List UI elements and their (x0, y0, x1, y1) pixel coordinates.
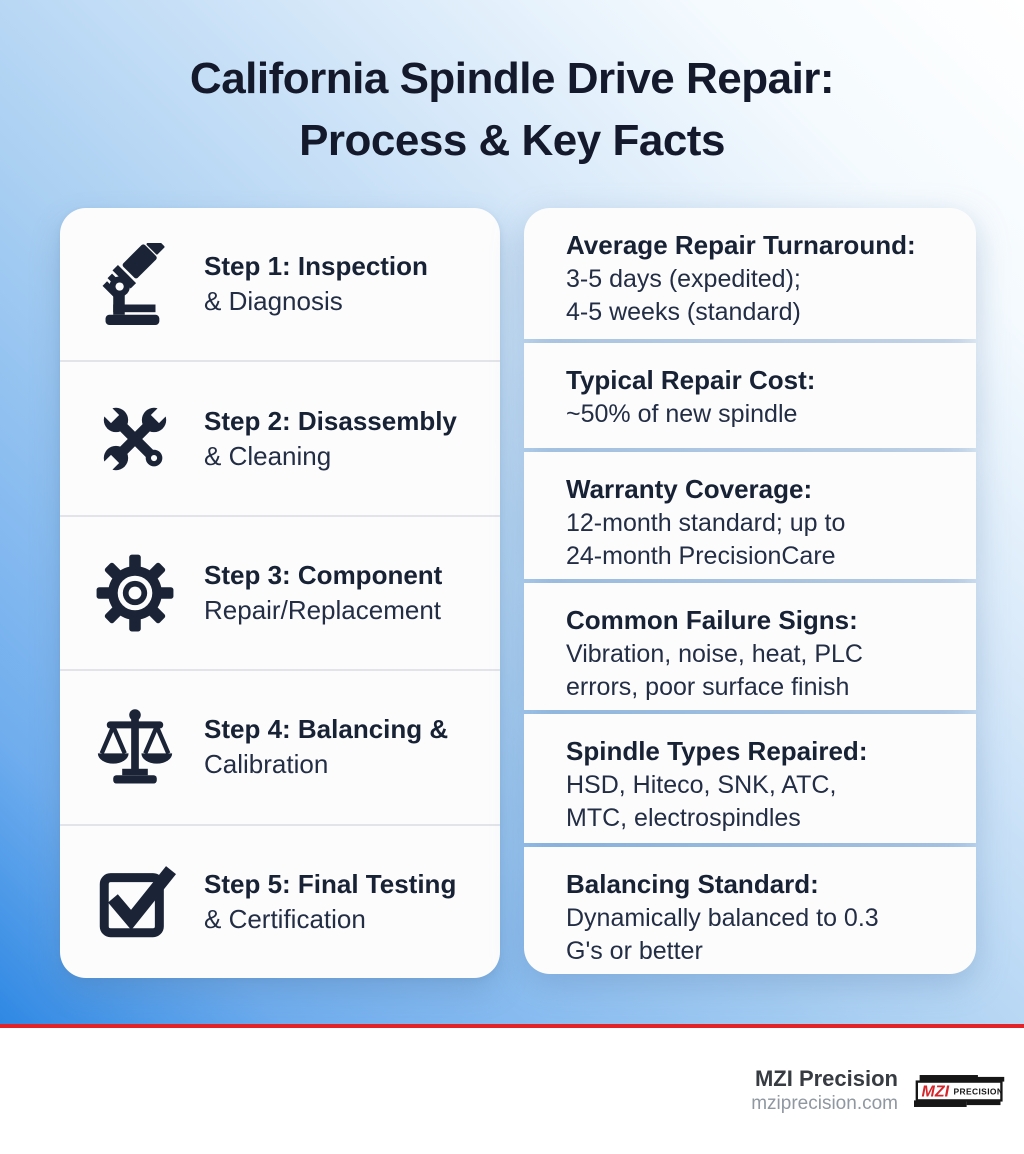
fact-line: G's or better (566, 937, 703, 965)
process-steps-card: Step 1: Inspection & Diagnosis (60, 208, 500, 978)
wrenches-icon (94, 398, 176, 480)
step-row-1: Step 1: Inspection & Diagnosis (60, 208, 500, 360)
mzi-precision-logo: MZI PRECISION (914, 1072, 1008, 1110)
accent-divider-line (0, 1024, 1024, 1028)
page-title: California Spindle Drive Repair: Process … (0, 48, 1024, 172)
gear-icon (94, 552, 176, 634)
step-text-4: Step 4: Balancing & Calibration (204, 712, 448, 782)
fact-line: Vibration, noise, heat, PLC (566, 640, 863, 668)
fact-line: ~50% of new spindle (566, 400, 798, 428)
step-text-2: Step 2: Disassembly & Cleaning (204, 404, 457, 474)
step-title: Step 5: Final Testing (204, 868, 457, 899)
background-gradient: California Spindle Drive Repair: Process … (0, 0, 1024, 1024)
microscope-icon (94, 243, 176, 326)
step-row-5: Step 5: Final Testing & Certification (60, 823, 500, 978)
step-subtitle: Repair/Replacement (204, 595, 442, 626)
fact-card-turnaround: Average Repair Turnaround: 3-5 days (exp… (524, 208, 976, 339)
key-facts-column: Average Repair Turnaround: 3-5 days (exp… (524, 208, 976, 974)
step-title: Step 2: Disassembly (204, 405, 457, 436)
fact-line: Dynamically balanced to 0.3 (566, 904, 879, 932)
fact-card-balancing-standard: Balancing Standard: Dynamically balanced… (524, 847, 976, 974)
step-text-3: Step 3: Component Repair/Replacement (204, 558, 442, 628)
fact-heading: Warranty Coverage: (566, 474, 813, 504)
balance-scale-icon (94, 706, 176, 788)
fact-line: HSD, Hiteco, SNK, ATC, (566, 771, 837, 799)
fact-line: MTC, electrospindles (566, 804, 801, 832)
fact-heading: Balancing Standard: (566, 869, 819, 899)
footer-text-block: MZI Precision mziprecision.com (751, 1066, 898, 1116)
logo-precision-text: PRECISION (953, 1087, 1003, 1097)
logo-mzi-text: MZI (922, 1084, 950, 1101)
step-subtitle: Calibration (204, 749, 329, 780)
fact-line: 4-5 weeks (standard) (566, 298, 801, 326)
fact-line: 24-month PrecisionCare (566, 542, 836, 570)
fact-card-failure-signs: Common Failure Signs: Vibration, noise, … (524, 583, 976, 710)
step-title: Step 3: Component (204, 560, 443, 591)
fact-card-cost: Typical Repair Cost: ~50% of new spindle (524, 343, 976, 448)
fact-card-warranty: Warranty Coverage: 12-month standard; up… (524, 452, 976, 579)
fact-line: errors, poor surface finish (566, 673, 850, 701)
fact-line: 12-month standard; up to (566, 509, 846, 537)
step-row-2: Step 2: Disassembly & Cleaning (60, 360, 500, 514)
website-url: mziprecision.com (751, 1093, 898, 1114)
footer: MZI Precision mziprecision.com MZI PRECI… (0, 1028, 1024, 1154)
page-title-line2: Process & Key Facts (299, 116, 725, 165)
step-text-5: Step 5: Final Testing & Certification (204, 867, 456, 937)
step-text-1: Step 1: Inspection & Diagnosis (204, 249, 428, 319)
step-title: Step 1: Inspection (204, 251, 428, 282)
fact-card-spindle-types: Spindle Types Repaired: HSD, Hiteco, SNK… (524, 714, 976, 843)
step-row-3: Step 3: Component Repair/Replacement (60, 514, 500, 669)
step-subtitle: & Certification (204, 903, 366, 934)
fact-line: 3-5 days (expedited); (566, 265, 801, 293)
fact-heading: Spindle Types Repaired: (566, 736, 868, 766)
fact-heading: Typical Repair Cost: (566, 365, 816, 395)
page-title-line1: California Spindle Drive Repair: (189, 54, 835, 103)
step-subtitle: & Cleaning (204, 440, 332, 471)
fact-heading: Average Repair Turnaround: (566, 230, 916, 260)
step-row-4: Step 4: Balancing & Calibration (60, 669, 500, 823)
step-subtitle: & Diagnosis (204, 286, 343, 317)
company-name: MZI Precision (754, 1066, 898, 1091)
fact-heading: Common Failure Signs: (566, 605, 858, 635)
checkbox-icon (94, 861, 176, 943)
step-title: Step 4: Balancing & (204, 714, 449, 745)
